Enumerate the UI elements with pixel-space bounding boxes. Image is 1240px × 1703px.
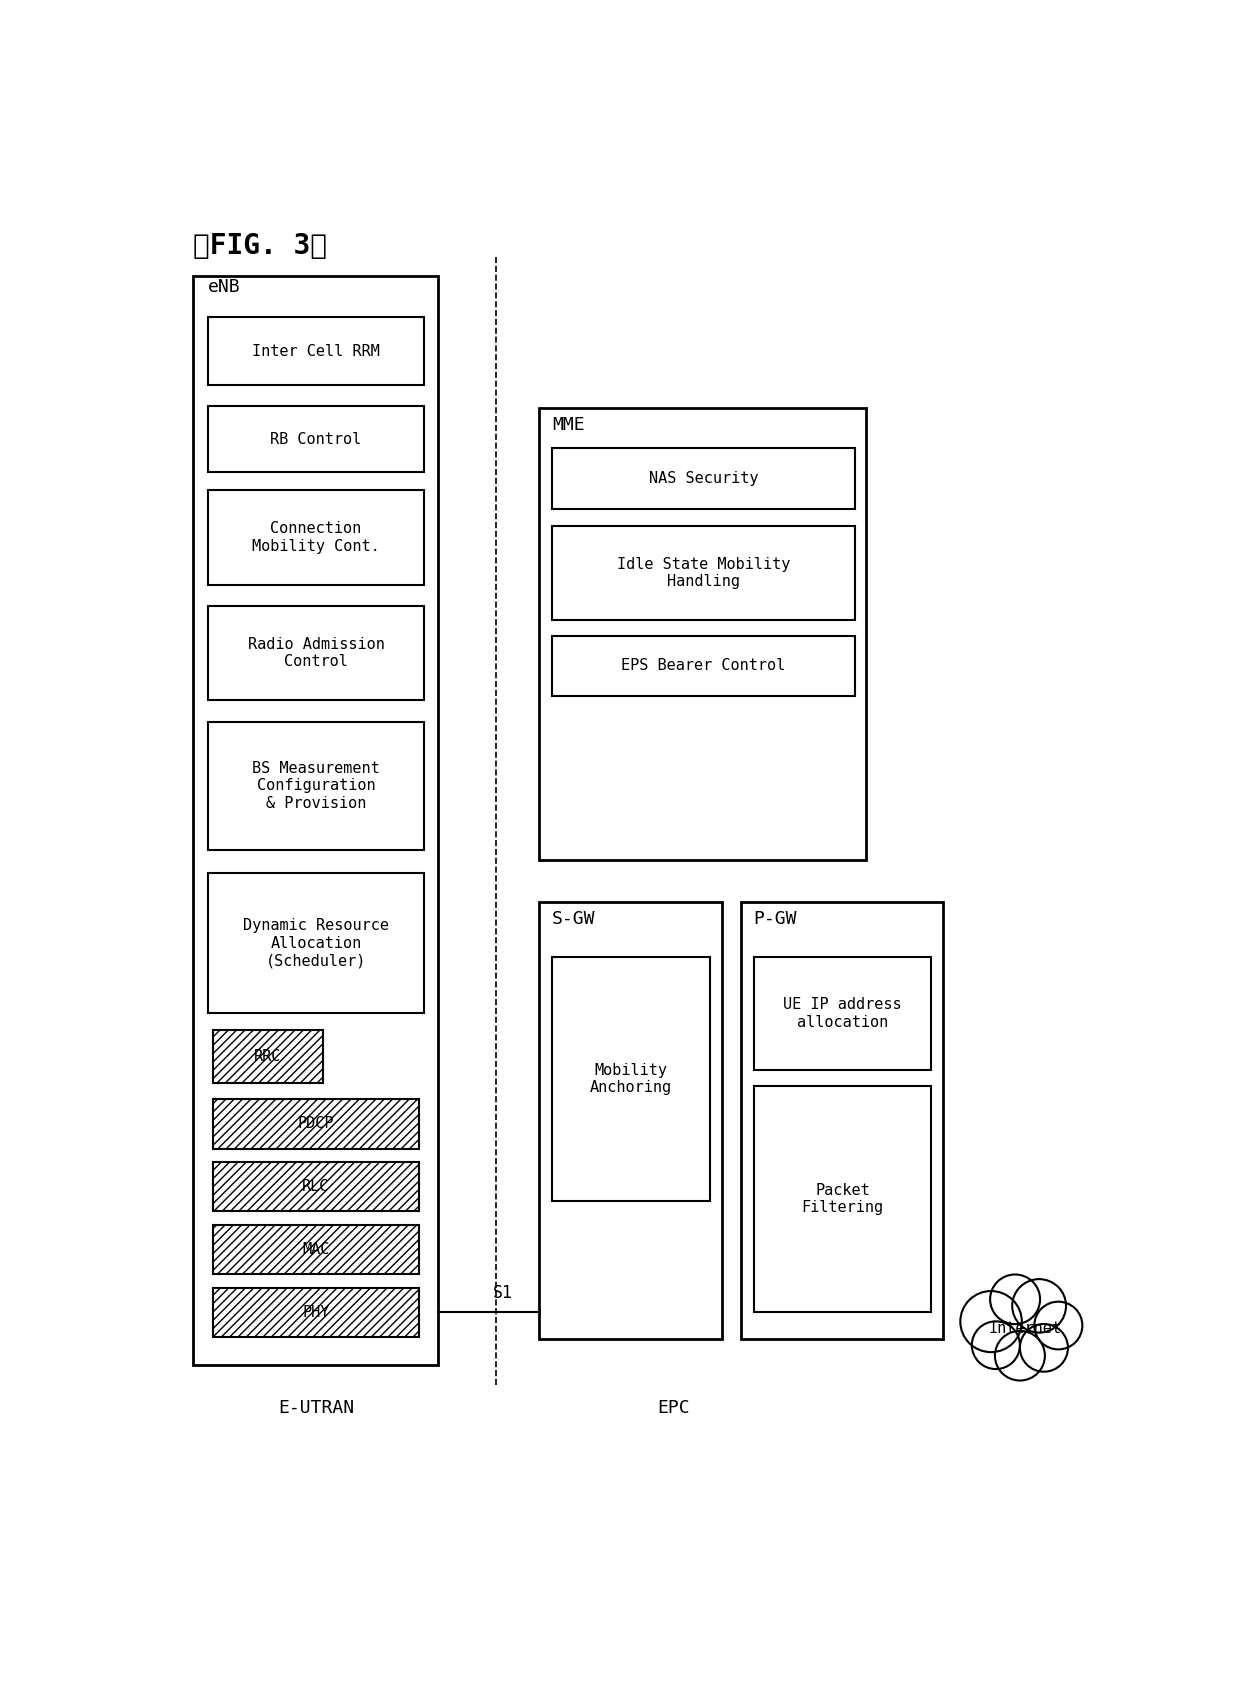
Text: Mobility
Anchoring: Mobility Anchoring [590, 1063, 672, 1095]
Ellipse shape [960, 1291, 1022, 1352]
Bar [213, 1224, 419, 1274]
Text: P-GW: P-GW [754, 909, 797, 928]
Text: RRC: RRC [254, 1049, 281, 1064]
Bar [208, 606, 424, 700]
Bar [208, 874, 424, 1013]
Text: Radio Admission
Control: Radio Admission Control [248, 637, 384, 669]
Text: Packet
Filtering: Packet Filtering [801, 1184, 884, 1216]
Text: UE IP address
allocation: UE IP address allocation [784, 998, 901, 1030]
Ellipse shape [994, 1330, 1045, 1381]
Text: 【FIG. 3】: 【FIG. 3】 [193, 232, 327, 261]
Bar [552, 957, 711, 1201]
Bar [213, 1030, 324, 1083]
Bar [213, 1287, 419, 1337]
Bar [208, 407, 424, 472]
Text: EPS Bearer Control: EPS Bearer Control [621, 659, 785, 673]
Ellipse shape [1034, 1301, 1083, 1349]
Text: MAC: MAC [303, 1241, 330, 1257]
Bar [742, 903, 942, 1339]
Bar [539, 903, 722, 1339]
Text: RB Control: RB Control [270, 431, 362, 446]
Text: RLC: RLC [303, 1178, 330, 1194]
Ellipse shape [972, 1322, 1021, 1369]
Text: eNB: eNB [208, 278, 241, 296]
Text: MME: MME [552, 416, 584, 434]
Text: Dynamic Resource
Allocation
(Scheduler): Dynamic Resource Allocation (Scheduler) [243, 918, 389, 969]
Text: Internet: Internet [988, 1320, 1061, 1335]
Text: S-GW: S-GW [552, 909, 595, 928]
Bar [552, 526, 854, 620]
Bar [208, 317, 424, 385]
Text: Connection
Mobility Cont.: Connection Mobility Cont. [252, 521, 379, 553]
Bar [208, 490, 424, 584]
Bar [539, 407, 867, 860]
Bar [213, 1098, 419, 1148]
Ellipse shape [990, 1274, 1040, 1325]
Bar [754, 1085, 931, 1313]
Ellipse shape [1021, 1323, 1068, 1371]
Text: NAS Security: NAS Security [649, 472, 758, 485]
Text: PDCP: PDCP [298, 1115, 335, 1131]
Text: EPC: EPC [657, 1400, 691, 1417]
Bar [552, 448, 854, 509]
Bar [193, 276, 439, 1364]
Text: Idle State Mobility
Handling: Idle State Mobility Handling [616, 557, 790, 589]
Text: E-UTRAN: E-UTRAN [279, 1400, 355, 1417]
Bar [213, 1161, 419, 1211]
Bar [754, 957, 931, 1069]
Text: PHY: PHY [303, 1304, 330, 1320]
Ellipse shape [1012, 1279, 1066, 1332]
Bar [208, 722, 424, 850]
Text: S1: S1 [492, 1284, 513, 1301]
Text: BS Measurement
Configuration
& Provision: BS Measurement Configuration & Provision [252, 761, 379, 811]
Bar [552, 635, 854, 697]
Text: Inter Cell RRM: Inter Cell RRM [252, 344, 379, 359]
